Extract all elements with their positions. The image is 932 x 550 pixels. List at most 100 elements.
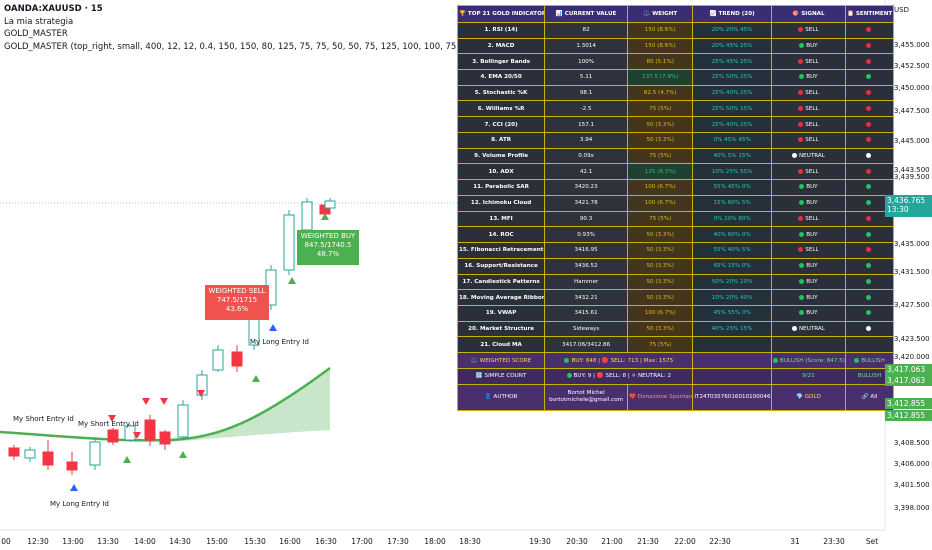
indicator-sentiment <box>844 305 895 322</box>
signal-dot <box>799 42 805 48</box>
x-tick-label: 14:30 <box>169 537 191 546</box>
indicator-signal: BUY <box>770 305 846 322</box>
simple-signal: 9/21 <box>770 368 846 385</box>
signal-dot <box>799 74 805 80</box>
y-tick-label: 3,445.000 <box>894 137 930 145</box>
author-label: 👤 AUTHOR <box>456 383 546 412</box>
currency-label: USD <box>894 6 909 14</box>
sentiment-dot <box>865 42 871 48</box>
author-row: 👤 AUTHOR Bortot Michel bortotmichele@gma… <box>456 383 895 412</box>
signal-dot <box>798 58 804 64</box>
sentiment-dot <box>865 200 871 206</box>
weighted-sentiment: BULLISH <box>844 352 895 370</box>
indicator-value: 5.11 <box>544 68 629 86</box>
indicator-weight: 100 (6.7%) <box>627 305 694 322</box>
symbol-title[interactable]: OANDA:XAUUSD · 15 <box>4 4 103 14</box>
indicator-trend <box>692 336 772 354</box>
y-tick-label: 3,435.000 <box>894 240 930 248</box>
indicator-weight: 75 (5%) <box>627 336 694 354</box>
indicator-sentiment <box>844 210 895 228</box>
candle <box>283 210 295 275</box>
author-name[interactable]: Bortot Michel bortotmichele@gmail.com <box>544 383 629 412</box>
x-tick-label: 17:30 <box>387 537 409 546</box>
x-tick-label: 22:30 <box>709 537 731 546</box>
donation-label: ❤️ Donazione Spontanea <box>627 383 694 412</box>
indicator-signal: BUY <box>770 257 846 275</box>
all-link[interactable]: 🔗 All <box>844 383 895 412</box>
candle <box>212 345 224 372</box>
indicator-signal: NEUTRAL <box>770 320 846 338</box>
indicator-name: 10. ADX <box>456 163 546 181</box>
y-tick-label: 3,431.500 <box>894 268 930 276</box>
indicator-weight: 50 (3.3%) <box>627 226 694 244</box>
header-weight: ⚖️ WEIGHT <box>627 5 694 23</box>
signal-dot <box>799 310 805 316</box>
y-tick-label: 3,452.500 <box>894 62 930 70</box>
indicator-signal: SELL <box>770 116 846 133</box>
indicator-name[interactable]: GOLD_MASTER <box>4 29 68 39</box>
buy-arrow <box>321 213 329 220</box>
indicator-trend: 25% 40% 25% <box>692 116 772 133</box>
sell-arrow <box>160 398 168 405</box>
indicator-value: 0.09x <box>544 147 629 165</box>
indicator-value: 42.1 <box>544 163 629 181</box>
indicator-trend: 40% 5% 15% <box>692 147 772 165</box>
indicator-signal: SELL <box>770 131 846 149</box>
indicator-name: 17. Candlestick Patterns <box>456 273 546 291</box>
header-trend: 📈 TREND (20) <box>692 5 772 23</box>
sentiment-dot <box>865 184 871 190</box>
indicator-weight: 100 (6.7%) <box>627 194 694 212</box>
x-tick-label: 16:00 <box>279 537 301 546</box>
indicator-row: 16. Support/Resistance 3436.52 50 (3.3%) 65… <box>456 257 895 275</box>
indicator-trend: 25% 45% 25% <box>692 53 772 70</box>
sentiment-dot <box>865 153 871 159</box>
last-price-label: 3,436.765 13:30 <box>885 195 932 217</box>
sentiment-dot <box>865 278 871 284</box>
candle <box>89 438 101 470</box>
indicator-signal: BUY <box>770 68 846 86</box>
weighted-signal: BULLISH (Score: 847.5) <box>770 352 846 370</box>
sentiment-dot <box>865 294 871 300</box>
indicator-trend: 65% 15% 0% <box>692 257 772 275</box>
weighted-sell-label: WEIGHTED SELL 747.5/1715 43.6% <box>205 285 269 320</box>
x-tick-label: 31 <box>790 537 800 546</box>
indicator-name: 11. Parabolic SAR <box>456 179 546 196</box>
indicator-row: 18. Moving Average Ribbon 3432.21 50 (3.3%… <box>456 289 895 306</box>
indicator-signal: SELL <box>770 21 846 39</box>
y-tick-label: 3,401.500 <box>894 481 930 489</box>
x-tick-label: 00 <box>1 537 11 546</box>
indicator-weight: 75 (5%) <box>627 210 694 228</box>
indicator-row: 8. ATR 3.94 50 (3.3%) 0% 45% 45% SELL <box>456 131 895 149</box>
indicator-row: 19. VWAP 3415.61 100 (6.7%) 45% 55% 0% BUY <box>456 305 895 322</box>
candle <box>177 400 189 440</box>
indicator-name: 1. RSI (14) <box>456 21 546 39</box>
signal-dot <box>798 137 804 143</box>
sell-arrow <box>108 415 116 422</box>
indicator-value: 90.3 <box>544 210 629 228</box>
indicator-weight: 50 (3.3%) <box>627 273 694 291</box>
candle <box>324 198 336 210</box>
signal-dot <box>792 153 797 159</box>
iban[interactable]: IT24T0357601601010004663409 <box>692 383 772 412</box>
simple-value: BUY: 9 | 🔴 SELL: 8 | ⚪ NEUTRAL: 2 <box>544 368 694 385</box>
indicator-weight: 80 (5.1%) <box>627 53 694 70</box>
indicator-value: 3420.23 <box>544 179 629 196</box>
weighted-label: ⚖️ WEIGHTED SCORE <box>456 352 546 370</box>
ma-price-label-2: 3,417.063 <box>885 375 932 386</box>
indicator-weight: 100 (6.7%) <box>627 179 694 196</box>
sentiment-dot <box>865 231 871 237</box>
simple-empty <box>692 368 772 385</box>
x-tick-label: Set <box>865 537 879 546</box>
indicator-value: 0.93% <box>544 226 629 244</box>
header-value: 📊 CURRENT VALUE <box>544 5 629 23</box>
indicator-params[interactable]: GOLD_MASTER (top_right, small, 400, 12, … <box>4 42 524 52</box>
gold-indicators-table: 🏆 TOP 21 GOLD INDICATORS 📊 CURRENT VALUE… <box>456 5 895 412</box>
indicator-name: 5. Stochastic %K <box>456 84 546 102</box>
indicator-trend: 55% 45% 0% <box>692 179 772 196</box>
x-tick-label: 23:30 <box>823 537 845 546</box>
indicator-sentiment <box>844 116 895 133</box>
weighted-value: BUY: 848 | 🔴 SELL: 713 | Max: 1575 <box>544 352 694 370</box>
signal-dot <box>798 90 804 96</box>
strategy-name[interactable]: La mia strategia <box>4 17 74 27</box>
